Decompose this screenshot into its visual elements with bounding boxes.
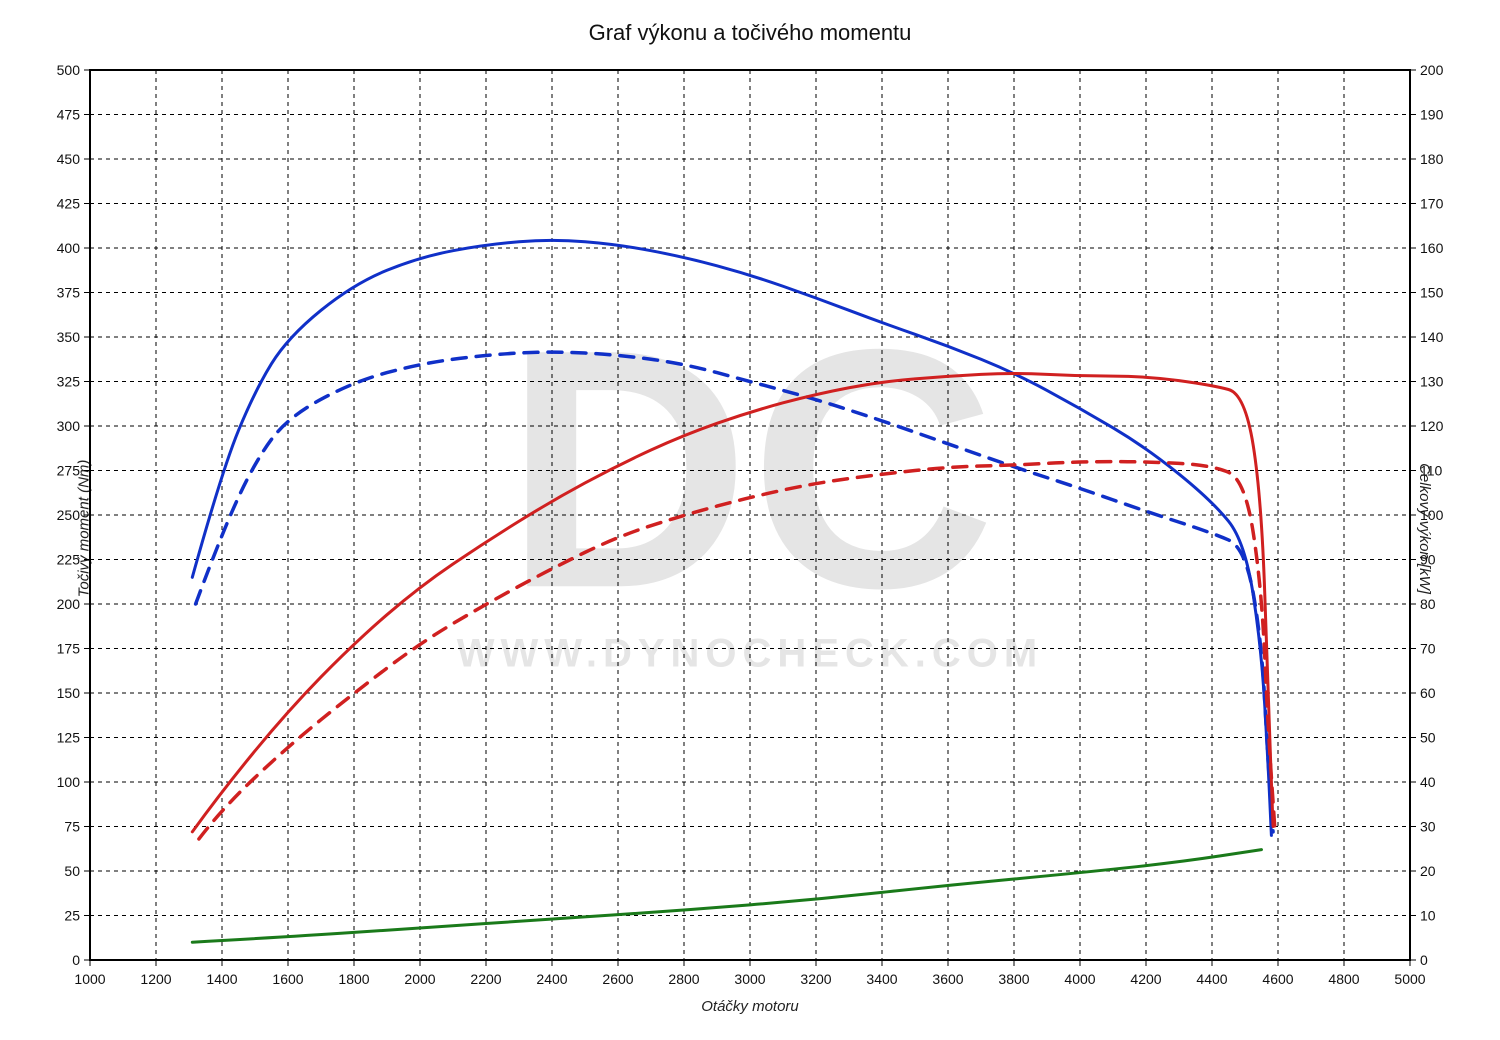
y-left-ticks: 0 25 50 75 100 125 150 175 200 225 250 275 300 325 350… [57,62,90,968]
y-left-tick-label: 150 [57,685,81,701]
y-left-tick-label: 275 [57,463,81,479]
y-left-tick-label: 475 [57,107,81,123]
series-losses [192,850,1261,943]
x-tick-label: 3000 [734,971,765,987]
y-right-tick-label: 10 [1420,908,1436,924]
dyno-chart-page: Graf výkonu a točivého momentu Točivý mo… [0,0,1500,1040]
x-tick-label: 4400 [1196,971,1227,987]
y-right-tick-label: 130 [1420,374,1444,390]
y-left-tick-label: 75 [64,819,80,835]
x-tick-label: 1600 [272,971,303,987]
chart-svg: DCWWW.DYNOCHECK.COM100012001400160018002… [0,0,1500,1040]
x-tick-label: 3800 [998,971,1029,987]
y-right-tick-label: 60 [1420,685,1436,701]
y-right-tick-label: 90 [1420,552,1436,568]
x-tick-label: 4200 [1130,971,1161,987]
y-right-tick-label: 190 [1420,107,1444,123]
y-right-tick-label: 200 [1420,62,1444,78]
y-right-tick-label: 20 [1420,863,1436,879]
y-left-tick-label: 400 [57,240,81,256]
y-right-tick-label: 170 [1420,196,1444,212]
y-right-tick-label: 120 [1420,418,1444,434]
x-tick-label: 1200 [140,971,171,987]
x-tick-label: 4000 [1064,971,1095,987]
x-tick-label: 2000 [404,971,435,987]
y-right-tick-label: 180 [1420,151,1444,167]
y-right-tick-label: 150 [1420,285,1444,301]
x-tick-label: 1400 [206,971,237,987]
x-tick-label: 3600 [932,971,963,987]
y-left-tick-label: 500 [57,62,81,78]
y-right-tick-label: 40 [1420,774,1436,790]
y-right-tick-label: 140 [1420,329,1444,345]
x-tick-label: 2800 [668,971,699,987]
x-tick-label: 5000 [1394,971,1425,987]
y-left-tick-label: 450 [57,151,81,167]
y-left-tick-label: 225 [57,552,81,568]
y-left-tick-label: 0 [72,952,80,968]
x-tick-label: 4800 [1328,971,1359,987]
x-tick-label: 2200 [470,971,501,987]
x-tick-label: 1000 [74,971,105,987]
y-right-tick-label: 100 [1420,507,1444,523]
y-right-tick-label: 50 [1420,730,1436,746]
y-left-tick-label: 125 [57,730,81,746]
x-tick-label: 2400 [536,971,567,987]
y-left-tick-label: 350 [57,329,81,345]
svg-text:WWW.DYNOCHECK.COM: WWW.DYNOCHECK.COM [457,631,1043,675]
y-left-tick-label: 425 [57,196,81,212]
y-right-tick-label: 0 [1420,952,1428,968]
y-right-tick-label: 160 [1420,240,1444,256]
x-tick-label: 3200 [800,971,831,987]
y-left-tick-label: 300 [57,418,81,434]
y-right-ticks: 0 10 20 30 40 50 60 70 80 90 100 110 120 130 140 150 160… [1410,62,1444,968]
x-tick-label: 3400 [866,971,897,987]
y-left-tick-label: 50 [64,863,80,879]
y-right-tick-label: 80 [1420,596,1436,612]
y-right-tick-label: 110 [1420,463,1443,479]
y-right-tick-label: 30 [1420,819,1436,835]
y-left-tick-label: 325 [57,374,81,390]
x-ticks: 1000 1200 1400 1600 1800 2000 2200 2400 2600 2800… [74,960,1425,987]
x-tick-label: 2600 [602,971,633,987]
y-left-tick-label: 200 [57,596,81,612]
y-left-tick-label: 250 [57,507,81,523]
y-right-tick-label: 70 [1420,641,1436,657]
y-left-tick-label: 25 [64,908,80,924]
y-left-tick-label: 100 [57,774,81,790]
y-left-tick-label: 375 [57,285,81,301]
x-tick-label: 4600 [1262,971,1293,987]
y-left-tick-label: 175 [57,641,81,657]
x-tick-label: 1800 [338,971,369,987]
